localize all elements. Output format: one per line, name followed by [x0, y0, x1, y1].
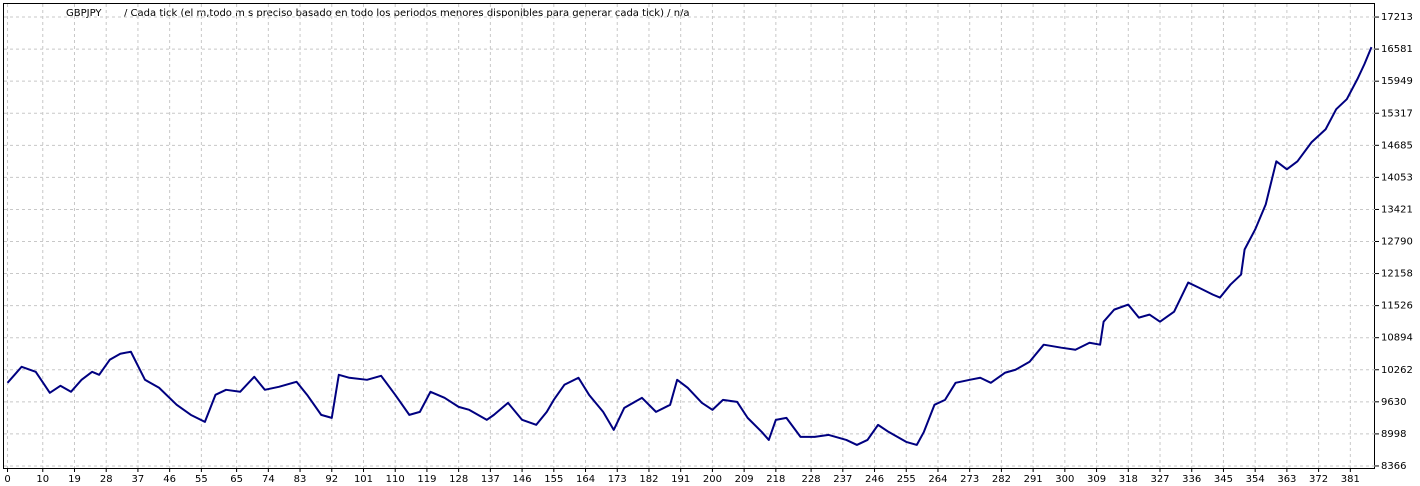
x-tick-label: 200	[703, 474, 722, 485]
x-tick-label: 46	[163, 474, 176, 485]
x-tick-label: 273	[960, 474, 979, 485]
x-tick-label: 92	[325, 474, 338, 485]
x-tick-label: 363	[1277, 474, 1296, 485]
x-tick-label: 237	[833, 474, 852, 485]
x-tick-label: 282	[992, 474, 1011, 485]
x-tick-label: 173	[608, 474, 627, 485]
x-tick-label: 336	[1182, 474, 1201, 485]
y-tick-label: 14053	[1381, 172, 1413, 183]
y-tick-label: 8366	[1381, 461, 1406, 472]
x-tick-label: 128	[449, 474, 468, 485]
x-tick-label: 327	[1150, 474, 1169, 485]
y-tick-label: 11526	[1381, 301, 1413, 312]
y-tick-label: 8998	[1381, 429, 1406, 440]
x-tick-label: 191	[671, 474, 690, 485]
x-tick-label: 264	[928, 474, 947, 485]
x-tick-label: 19	[68, 474, 81, 485]
y-tick-label: 10262	[1381, 365, 1413, 376]
x-tick-label: 37	[132, 474, 145, 485]
symbol: GBPJPY	[66, 8, 102, 19]
x-tick-label: 10	[36, 474, 49, 485]
x-tick-label: 137	[481, 474, 500, 485]
x-tick-label: 255	[897, 474, 916, 485]
y-tick-label: 16581	[1381, 44, 1413, 55]
y-tick-label: 17213	[1381, 12, 1413, 23]
x-tick-label: 83	[294, 474, 307, 485]
plot-frame	[3, 3, 1375, 469]
x-tick-label: 164	[576, 474, 595, 485]
y-tick-label: 10894	[1381, 333, 1413, 344]
x-tick-label: 119	[417, 474, 436, 485]
x-tick-label: 246	[865, 474, 884, 485]
test-description: / Cada tick (el m,todo m s preciso basad…	[124, 8, 690, 19]
y-tick-label: 15949	[1381, 76, 1413, 87]
y-tick-label: 15317	[1381, 108, 1413, 119]
x-tick-label: 55	[195, 474, 208, 485]
balance-line	[6, 46, 1373, 446]
x-tick-label: 0	[4, 474, 10, 485]
x-tick-label: 372	[1309, 474, 1328, 485]
x-tick-label: 228	[802, 474, 821, 485]
y-tick-label: 13421	[1381, 204, 1413, 215]
x-tick-label: 309	[1087, 474, 1106, 485]
x-tick-label: 146	[513, 474, 532, 485]
x-tick-label: 110	[386, 474, 405, 485]
x-tick-label: 218	[766, 474, 785, 485]
y-tick-label: 14685	[1381, 140, 1413, 151]
y-tick-label: 9630	[1381, 397, 1406, 408]
x-tick-label: 345	[1214, 474, 1233, 485]
x-tick-label: 74	[262, 474, 275, 485]
x-tick-label: 354	[1246, 474, 1265, 485]
x-tick-label: 155	[544, 474, 563, 485]
y-tick-label: 12790	[1381, 236, 1413, 247]
x-tick-label: 65	[230, 474, 243, 485]
x-tick-label: 209	[735, 474, 754, 485]
x-tick-label: 381	[1341, 474, 1360, 485]
x-tick-label: 101	[354, 474, 373, 485]
y-tick-label: 12158	[1381, 269, 1413, 280]
x-tick-label: 291	[1024, 474, 1043, 485]
x-tick-label: 318	[1119, 474, 1138, 485]
x-tick-label: 300	[1055, 474, 1074, 485]
x-tick-label: 182	[639, 474, 658, 485]
x-tick-label: 28	[100, 474, 113, 485]
